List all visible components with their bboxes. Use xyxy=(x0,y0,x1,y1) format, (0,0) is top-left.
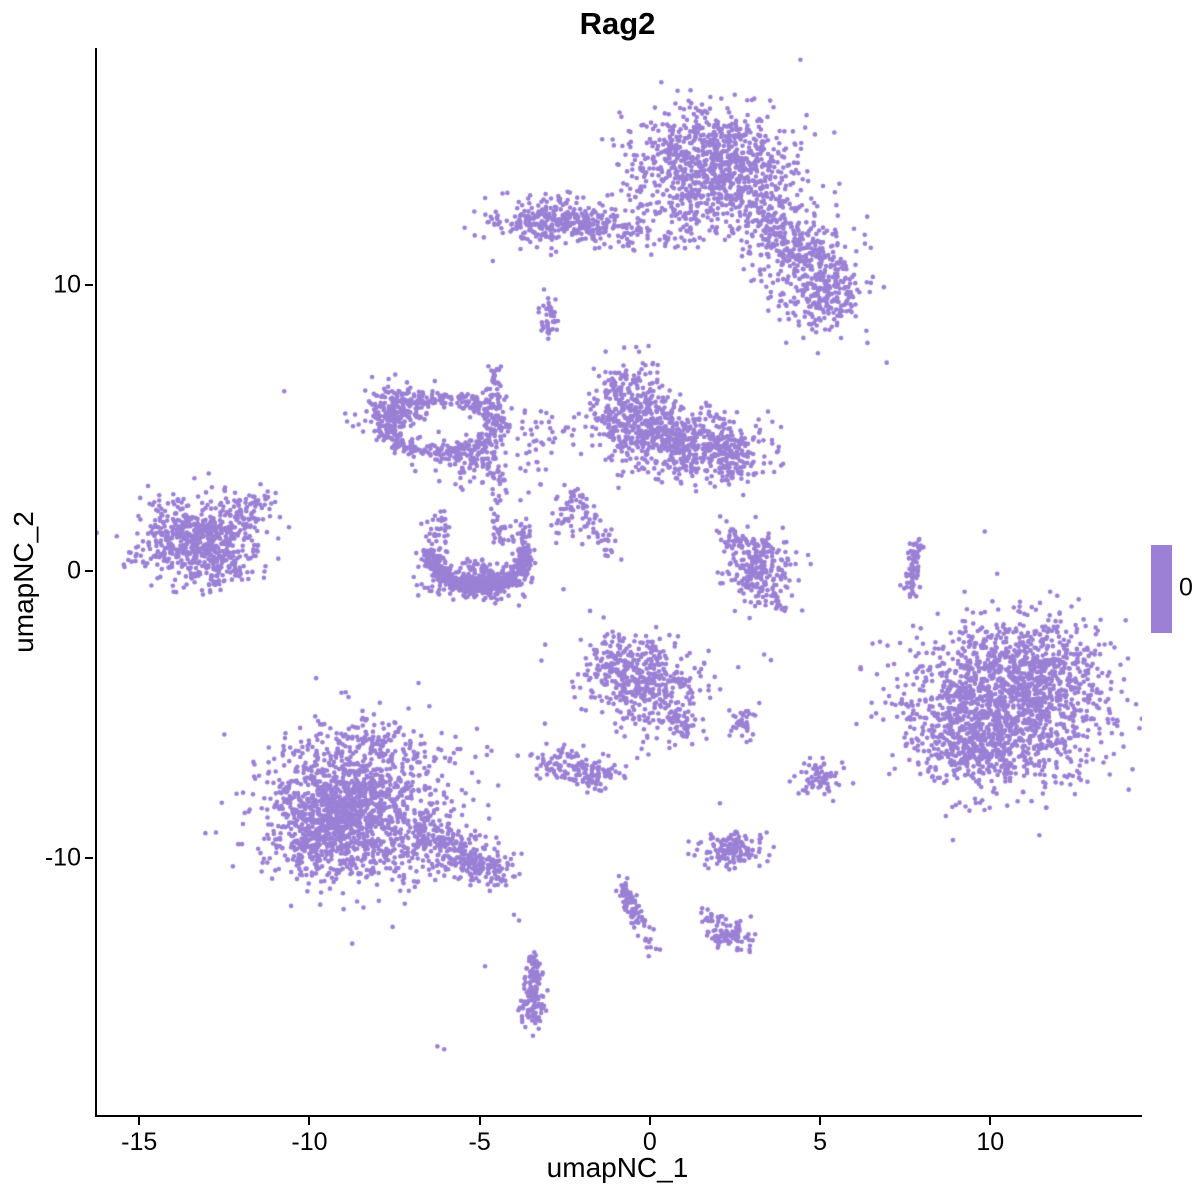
legend-color-bar xyxy=(1151,545,1172,633)
y-tick-mark xyxy=(85,284,93,287)
x-tick-label: 5 xyxy=(813,1128,827,1156)
x-tick-mark xyxy=(308,1117,311,1125)
x-tick-mark xyxy=(648,1117,651,1125)
x-tick-mark xyxy=(819,1117,822,1125)
plot-area xyxy=(95,48,1142,1117)
y-tick-label: 0 xyxy=(67,556,81,585)
x-tick-label: -15 xyxy=(121,1128,158,1156)
y-tick-mark xyxy=(85,570,93,573)
x-tick-mark xyxy=(989,1117,992,1125)
x-tick-label: -5 xyxy=(468,1128,491,1156)
x-tick-mark xyxy=(478,1117,481,1125)
x-tick-label: -10 xyxy=(291,1128,328,1156)
plot-title: Rag2 xyxy=(579,6,656,41)
x-tick-label: 0 xyxy=(642,1128,657,1156)
x-axis-label: umapNC_1 xyxy=(546,1152,689,1183)
y-tick-label: 10 xyxy=(53,270,81,299)
y-tick-label: -10 xyxy=(44,843,81,872)
x-tick-label: 10 xyxy=(976,1128,1005,1156)
legend-tick-label: 0 xyxy=(1179,573,1193,602)
scatter-points-canvas xyxy=(97,48,1142,1115)
x-tick-mark xyxy=(138,1117,141,1125)
y-tick-mark xyxy=(85,856,93,859)
y-axis-label: umapNC_2 xyxy=(8,511,39,653)
